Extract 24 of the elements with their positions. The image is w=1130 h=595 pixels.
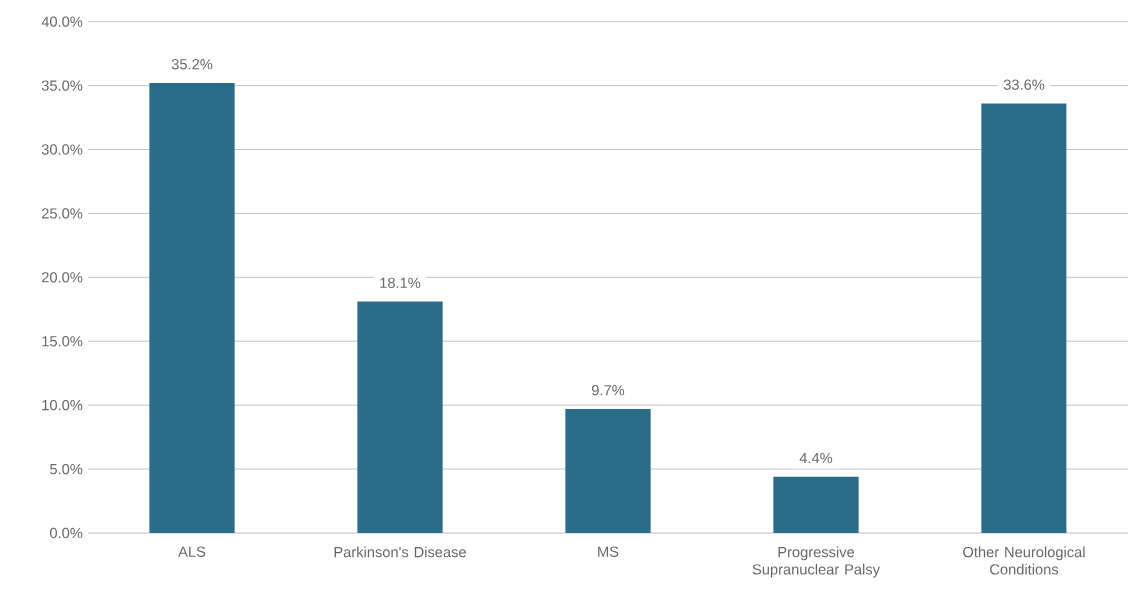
- y-tick-label: 40.0%: [41, 16, 83, 27]
- y-tick-label: 15.0%: [42, 336, 83, 347]
- bar: [773, 476, 859, 533]
- x-tick-label: Parkinson's Disease: [334, 546, 466, 558]
- y-tick-label: 25.0%: [42, 208, 83, 219]
- y-tick-label: 20.0%: [42, 272, 83, 283]
- bar: [981, 103, 1067, 533]
- y-tick-label: 35.0%: [41, 80, 83, 91]
- data-label: 33.6%: [1003, 79, 1045, 90]
- data-label: 9.7%: [591, 385, 625, 396]
- bar: [565, 408, 651, 533]
- x-tick-label: Progressive Supranuclear Palsy: [752, 546, 880, 578]
- data-label: 4.4%: [799, 452, 833, 464]
- x-tick-label: ALS: [178, 546, 206, 557]
- x-tick-label: MS: [598, 546, 619, 557]
- data-label: 35.2%: [171, 59, 213, 70]
- y-tick-label: 0.0%: [49, 527, 83, 539]
- y-tick-label: 10.0%: [42, 399, 83, 411]
- bar: [149, 83, 235, 533]
- bar: [357, 301, 443, 533]
- x-tick-label: Other Neurological Conditions: [963, 546, 1085, 575]
- data-label: 18.1%: [380, 277, 421, 289]
- y-tick-label: 5.0%: [50, 463, 83, 475]
- y-tick-label: 30.0%: [41, 144, 83, 155]
